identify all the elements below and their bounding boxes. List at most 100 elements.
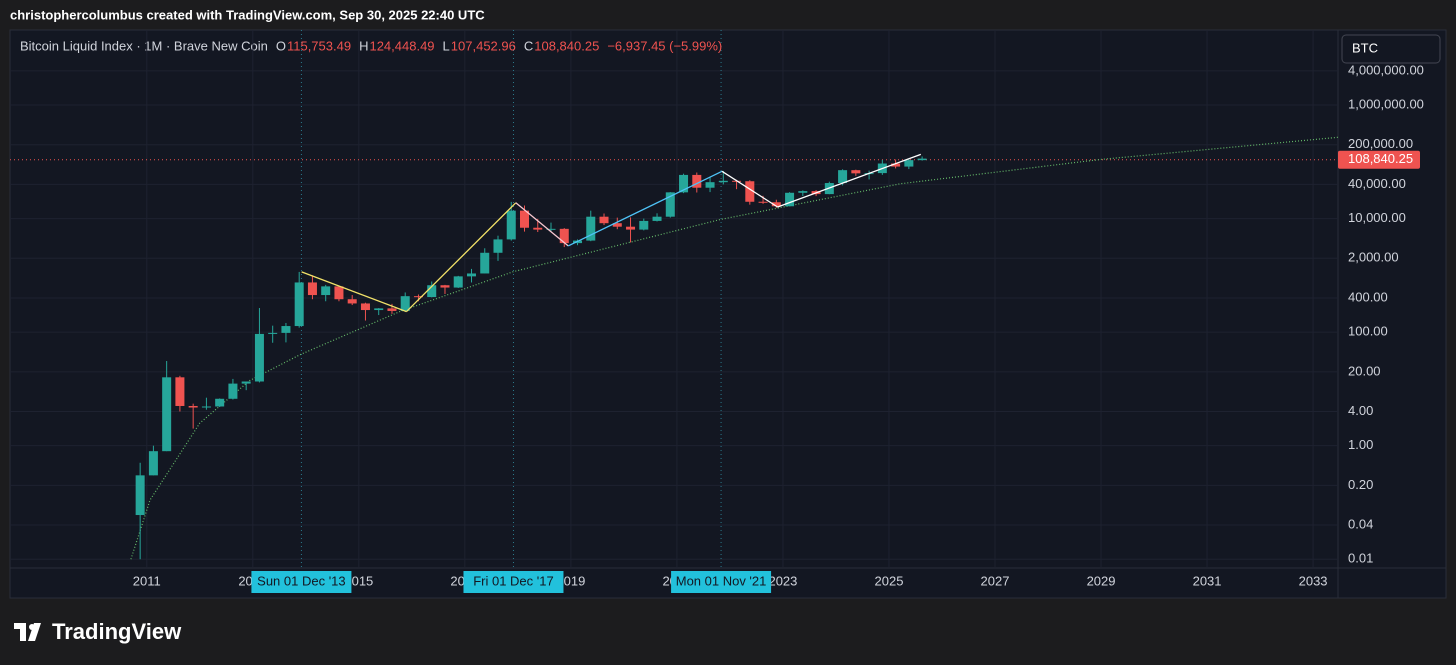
trendline [777,153,922,208]
candle-body [215,398,225,407]
candle-body [453,276,463,288]
candle [692,172,702,193]
candle [718,170,728,185]
candle-body [427,285,437,298]
x-tick-label: 2029 [1087,573,1116,588]
candle-body [294,282,304,327]
logo-dot [29,624,35,630]
candle [493,235,503,261]
x-tick-label: 2023 [768,573,797,588]
candle [546,222,556,232]
candle [626,217,636,243]
date-marker-tag [251,571,352,593]
candle-body [188,405,198,408]
candle-body [692,174,702,188]
x-tick-label: 2015 [344,573,373,588]
candle-body [162,377,172,452]
legend-value: 108,840.25 [534,38,599,53]
candle-body [400,296,410,311]
y-tick-label: 0.20 [1348,477,1373,492]
trendline [301,271,407,313]
curve [130,136,1339,560]
candle [506,201,516,241]
logo: TradingView [14,619,182,644]
candle [480,248,490,274]
candle-body [851,170,861,174]
candle-body [718,180,728,183]
symbol-box[interactable] [1341,34,1441,64]
y-tick-label: 1,000,000.00 [1348,96,1424,111]
candle-body [360,303,370,311]
candle [360,302,370,321]
x-tick-label: 2011 [133,573,161,588]
x-tick-label: 2033 [1299,573,1328,588]
candle-body [546,228,556,230]
candle [321,284,331,302]
x-tick-label: 2027 [981,573,1010,588]
candle-body [241,381,251,384]
candle [586,210,596,242]
candle-body [891,163,901,167]
candle-body [679,174,689,193]
date-marker-label: Fri 01 Dec '17 [473,573,554,588]
candle-body [480,252,490,274]
candle-body [387,308,397,311]
candle-body [493,239,503,253]
legend-key: C [524,38,533,53]
candle [162,361,172,452]
candle [374,308,384,316]
y-tick-label: 400.00 [1348,289,1388,304]
legend-key: L [443,38,450,53]
candle [851,169,861,176]
candle [798,190,808,197]
candle-body [519,210,530,228]
candle [466,268,476,283]
candle-body [559,228,569,244]
y-tick-label: 4.00 [1348,403,1373,418]
x-tick-label: 2025 [875,573,904,588]
y-tick-label: 1.00 [1348,437,1373,452]
candle-body [254,333,264,382]
candle [307,275,317,300]
candle-body [612,223,622,227]
candle-body [652,216,662,221]
candle [135,462,145,560]
y-tick-label: 10,000.00 [1348,210,1406,225]
candle [254,308,264,383]
candle [400,292,410,311]
legend-key: H [359,38,368,53]
legend-change: −6,937.45 (−5.99%) [607,38,722,53]
legend-value: 124,448.49 [369,38,434,53]
candle [148,445,158,476]
candle [559,228,569,248]
candle [453,275,463,288]
candle-body [771,202,781,207]
candle [705,177,715,193]
candle-body [175,377,185,406]
candle-body [758,201,768,203]
candle-body [307,282,317,296]
candle [440,284,450,294]
candle-body [599,216,609,224]
symbol[interactable]: BTC [1352,40,1378,55]
date-marker-label: Mon 01 Nov '21 [676,573,767,588]
candle-body [639,220,649,230]
last-price-label: 108,840.25 [1348,151,1413,166]
candle-body [665,192,675,217]
candle-body [201,406,211,408]
candle-body [413,296,423,298]
candle-body [148,451,158,476]
y-tick-label: 2,000.00 [1348,250,1399,265]
candle-body [586,216,596,241]
candle-body [374,308,384,311]
candle [599,213,609,226]
candle-body [904,160,914,167]
candle [904,159,914,170]
y-tick-label: 20.00 [1348,363,1381,378]
candle-body [334,286,344,300]
y-tick-label: 100.00 [1348,324,1388,339]
y-tick-label: 0.04 [1348,516,1373,531]
chart-title: Bitcoin Liquid Index · 1M · Brave New Co… [20,38,268,53]
candle [347,295,357,306]
